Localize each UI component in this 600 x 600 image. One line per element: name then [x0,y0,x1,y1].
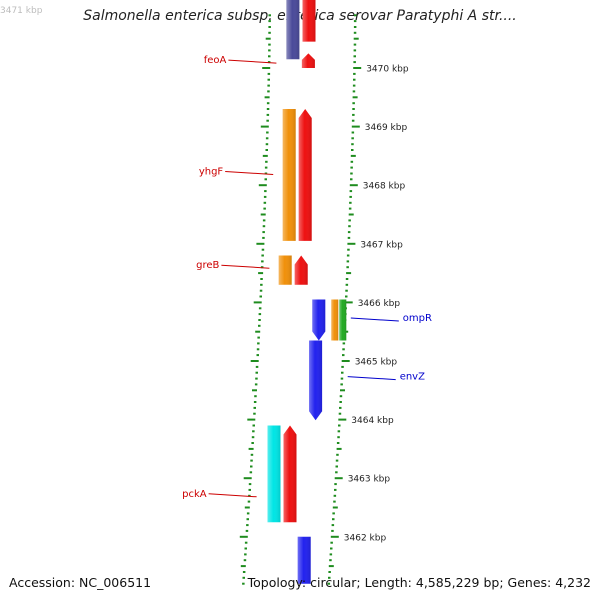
scale-label: 3471 kbp [0,6,43,16]
scale-label: 3466 kbp [358,299,401,309]
gene-feature-shading [301,53,315,68]
gene-feature-shading [297,536,311,584]
genome-title: Salmonella enterica subsp. enterica sero… [83,8,517,24]
scale-label: 3467 kbp [360,240,403,250]
gene-label-yhgF[interactable]: yhgF [199,167,224,178]
gene-label-leader [350,317,399,322]
gene-feature-shading [339,299,347,341]
gene-label-envZ[interactable]: envZ [400,372,425,383]
gene-label-ompR[interactable]: ompR [403,313,432,324]
topology-summary: Topology: circular; Length: 4,585,229 bp… [247,575,591,590]
scale-label: 3463 kbp [348,475,391,485]
scale-label: 3465 kbp [355,358,398,368]
gene-feature-shading [312,299,326,341]
gene-label-feoA[interactable]: feoA [204,55,227,66]
scale-label: 3469 kbp [365,123,408,133]
gene-label-leader [221,264,270,269]
gene-feature-shading [331,299,339,341]
gene-feature-shading [286,0,300,60]
gene-feature-shading [298,109,312,241]
gene-label-pckA[interactable]: pckA [182,489,207,500]
gene-feature-shading [267,425,281,523]
scale-label: 3468 kbp [363,182,406,192]
gene-label-leader [228,59,277,64]
scale-label: 3462 kbp [344,533,387,543]
scale-label: 3470 kbp [366,65,409,75]
scale-label: 3464 kbp [351,416,394,426]
gene-feature-shading [278,255,292,285]
accession-label: Accession: NC_006511 [9,575,152,590]
gene-label-leader [225,171,274,175]
gene-feature-shading [294,255,308,285]
gene-feature-shading [282,109,296,241]
gene-label-greB[interactable]: greB [196,260,219,271]
gene-feature-shading [283,425,297,523]
gene-label-leader [208,493,257,498]
gene-feature-shading [309,340,323,421]
gene-label-leader [347,376,396,381]
gene-feature-shading [302,0,316,42]
